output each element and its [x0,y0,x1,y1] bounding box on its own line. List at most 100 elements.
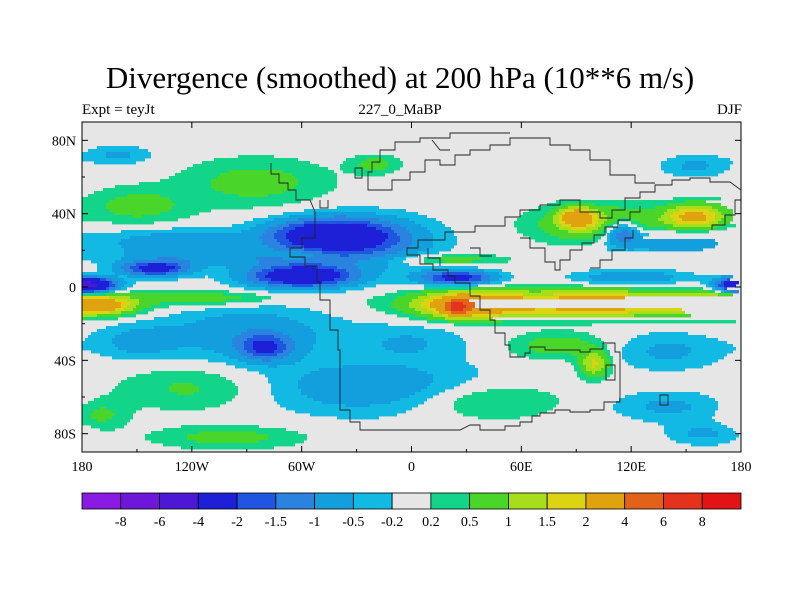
field-cell [274,329,313,333]
field-cell [277,239,289,243]
field-cell [373,251,397,255]
field-cell [85,317,118,321]
field-cell [430,302,445,306]
field-cell [499,272,511,276]
field-cell [709,290,715,294]
field-cell [472,308,535,312]
field-cell [409,317,427,321]
field-cell [268,434,307,438]
field-cell [82,236,130,240]
field-cell [247,278,259,282]
field-cell [637,335,706,339]
field-cell [385,269,421,273]
field-cell [409,245,433,249]
field-cell [97,284,109,288]
field-cell [139,299,226,303]
field-cell [469,278,481,282]
field-cell [118,323,184,327]
field-cell [604,362,610,366]
field-cell [145,434,187,438]
field-cell [715,227,727,231]
field-cell [232,344,244,348]
field-cell [724,281,739,285]
field-cell [631,233,640,237]
field-cell [268,227,283,231]
field-cell [367,158,382,162]
field-cell [295,341,316,345]
field-cell [127,305,136,309]
field-cell [433,245,454,249]
field-cell [427,341,466,345]
field-cell [409,395,433,399]
field-cell [121,380,232,384]
field-cell [307,353,466,357]
field-cell [574,209,580,213]
field-cell [349,254,385,258]
field-cell [400,236,412,240]
field-cell [502,311,628,315]
field-cell [424,347,466,351]
field-cell [289,317,343,321]
field-cell [481,257,511,261]
field-cell [388,263,409,267]
field-cell [520,215,544,219]
field-cell [592,236,601,240]
field-cell [340,254,349,258]
colorbar-swatch [391,492,432,510]
field-cell [292,284,313,288]
field-cell [253,335,274,339]
field-cell [97,419,106,423]
colorbar-label: 1 [505,515,512,530]
colorbar-label: -1.5 [265,515,287,530]
field-cell [718,221,730,225]
x-tick-label: 180 [731,460,752,475]
field-cell [136,374,220,378]
field-cell [349,275,361,279]
field-cell [724,284,736,288]
field-cell [121,239,262,243]
field-cell [109,392,178,396]
field-cell [628,290,709,294]
field-cell [88,401,226,405]
field-cell [265,230,277,234]
field-cell [238,194,268,198]
field-cell [139,266,175,270]
field-cell [268,365,277,369]
field-cell [622,356,655,360]
field-cell [241,296,271,300]
field-cell [445,317,493,321]
field-cell [286,221,304,225]
field-cell [130,329,247,333]
field-cell [676,230,709,234]
field-cell [349,272,361,276]
field-cell [82,257,121,261]
field-cell [271,392,301,396]
field-cell [418,281,433,285]
field-cell [631,239,715,243]
field-cell [169,386,199,390]
field-cell [313,329,445,333]
field-cell [406,227,427,231]
field-cell [163,443,295,447]
field-cell [271,278,334,282]
colorbar-swatch [236,492,277,510]
field-cell [265,275,340,279]
field-cell [538,224,556,228]
colorbar-label: -0.5 [342,515,364,530]
field-cell [544,230,568,234]
field-cell [205,308,310,312]
field-cell [631,338,718,342]
field-cell [661,164,682,168]
field-cell [121,314,136,318]
field-cell [247,272,256,276]
field-cell [373,296,397,300]
field-cell [283,356,304,360]
field-cell [421,311,433,315]
field-cell [232,224,256,228]
field-cell [412,335,460,339]
field-cell [376,278,409,282]
field-cell [268,281,283,285]
field-cell [499,278,511,282]
field-cell [421,275,433,279]
field-cell [208,266,226,270]
